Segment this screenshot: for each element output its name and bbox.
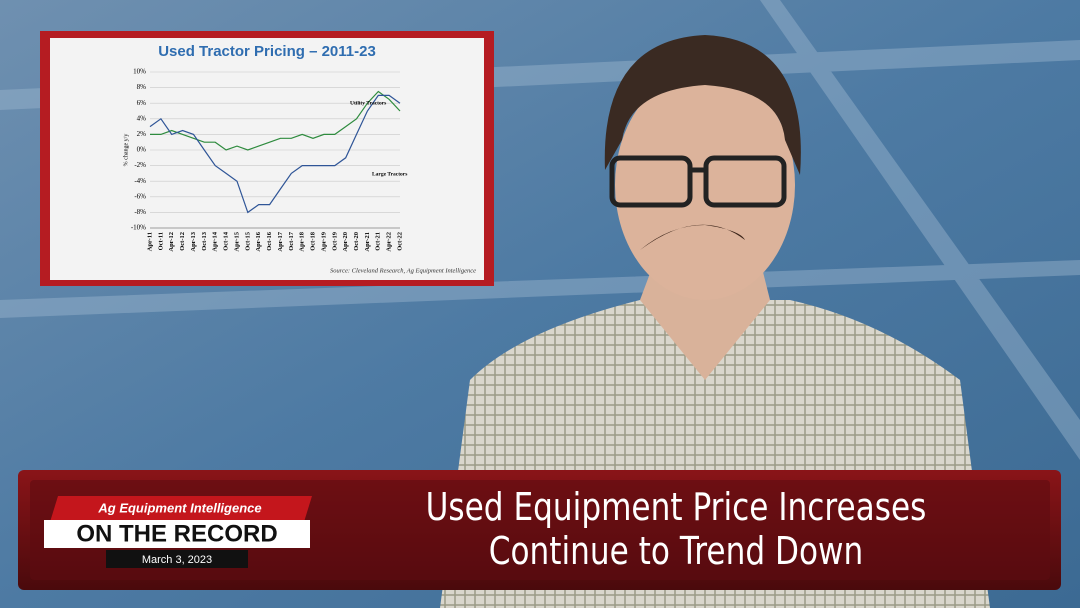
chart-panel [50, 38, 484, 280]
x-tick-label: Oct-14 [223, 231, 230, 251]
presenter [703, 155, 787, 208]
series-annotation: Large Tractors [372, 171, 407, 177]
x-tick-label: Oct-13 [201, 231, 208, 251]
x-tick-label: Oct-18 [310, 231, 317, 251]
date: March 3, 2023 [142, 554, 212, 566]
x-tick-label: Apr-13 [190, 231, 197, 251]
x-tick-label: Oct-17 [288, 231, 295, 251]
y-tick-label: -10% [131, 224, 146, 232]
background [0, 0, 1080, 460]
date-box [106, 550, 248, 568]
source-note: Source: Cleveland Research, Ag Equipment… [330, 267, 476, 274]
plot: -10% -8% -6% -4% -2% 0% 2% 4% 6% 8% 10% Apr-11 Oct-1… [131, 68, 408, 252]
series-annotation: Utility Tractors [350, 100, 386, 106]
x-tick-label: Apr-15 [233, 231, 240, 251]
y-tick-label: 4% [137, 114, 147, 122]
presenter [604, 35, 801, 175]
series-line [149, 94, 401, 214]
series-line [150, 90, 401, 151]
x-tick-label: Apr-19 [320, 231, 327, 251]
x-tick-label: Apr-12 [168, 232, 175, 252]
x-tick-label: Oct-16 [266, 231, 273, 251]
x-tick-label: Apr-11 [146, 232, 153, 251]
x-tick-label: Apr-17 [277, 231, 284, 251]
chart-title: Used Tractor Pricing – 2011-23 [158, 43, 376, 60]
x-tick-label: Apr-20 [342, 232, 349, 252]
x-tick-label: Apr-14 [212, 231, 219, 251]
show-name: ON THE RECORD [76, 520, 277, 547]
x-tick-label: Oct-21 [375, 232, 382, 251]
chart-panel: Used Tractor Pricing – 2011-23 % change … [40, 31, 494, 286]
x-tick-label: Oct-20 [353, 232, 360, 251]
y-tick-label: 2% [137, 130, 147, 138]
y-tick-label: 10% [133, 68, 146, 76]
y-tick-label: 6% [137, 99, 147, 107]
headline-line: Used Equipment Price Increases [426, 486, 927, 530]
show-box [44, 520, 310, 548]
x-tick-label: Apr-21 [364, 232, 371, 252]
y-tick-label: 8% [137, 83, 147, 91]
x-tick-label: Oct-22 [396, 232, 403, 251]
brand: Ag Equipment Intelligence [97, 500, 261, 515]
y-tick-label: -6% [134, 192, 146, 200]
x-tick-label: Oct-11 [157, 232, 164, 250]
y-tick-label: 0% [137, 146, 147, 154]
y-tick-label: -2% [134, 161, 146, 169]
x-tick-label: Apr-16 [255, 231, 262, 251]
x-tick-label: Apr-18 [299, 231, 306, 251]
y-tick-label: -8% [134, 208, 146, 216]
headline-line: Continue to Trend Down [489, 530, 864, 574]
y-tick-label: -4% [134, 177, 146, 185]
x-tick-label: Oct-15 [244, 231, 251, 251]
brand-ribbon [50, 496, 312, 522]
x-tick-label: Oct-12 [179, 232, 186, 251]
y-axis-label: % change y/y [123, 134, 129, 167]
lower-third: Ag Equipment Intelligence ON THE RECORD … [18, 470, 1061, 590]
presenter [609, 155, 693, 208]
x-tick-label: Apr-22 [386, 232, 393, 252]
x-tick-label: Oct-19 [331, 231, 338, 251]
